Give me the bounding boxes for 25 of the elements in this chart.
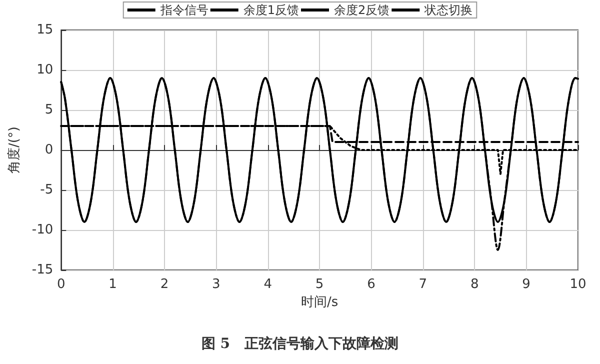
y-tick-label: -10 <box>32 222 54 238</box>
x-tick-label: 7 <box>418 277 428 292</box>
x-tick-label: 3 <box>212 277 220 292</box>
x-tick-label: 5 <box>315 277 324 292</box>
x-tick-label: 0 <box>56 277 66 292</box>
y-tick-label: 15 <box>36 22 54 38</box>
y-tick-label: -15 <box>32 262 54 278</box>
x-axis-title: 时间/s <box>300 295 338 310</box>
x-tick-label: 10 <box>570 277 586 292</box>
y-tick-label: 10 <box>36 62 54 78</box>
legend-label: 状态切换 <box>424 3 473 17</box>
y-tick-label: -5 <box>40 182 54 198</box>
x-tick-label: 6 <box>367 277 376 292</box>
x-tick-label: 8 <box>470 277 479 292</box>
x-tick-label: 9 <box>522 277 530 292</box>
x-tick-label: 4 <box>264 277 272 292</box>
y-tick-label: 0 <box>44 142 54 158</box>
legend-label: 指令信号 <box>159 3 208 17</box>
y-tick-label: 5 <box>44 102 54 118</box>
text: 图 5 正弦信号输入下故障检测 <box>201 335 399 352</box>
x-tick-label: 2 <box>160 277 169 292</box>
legend-label: 余度2反馈 <box>334 3 390 17</box>
y-axis-title: 角度/(°) <box>6 126 22 174</box>
legend-label: 余度1反馈 <box>243 3 300 17</box>
x-tick-label: 1 <box>108 277 117 292</box>
